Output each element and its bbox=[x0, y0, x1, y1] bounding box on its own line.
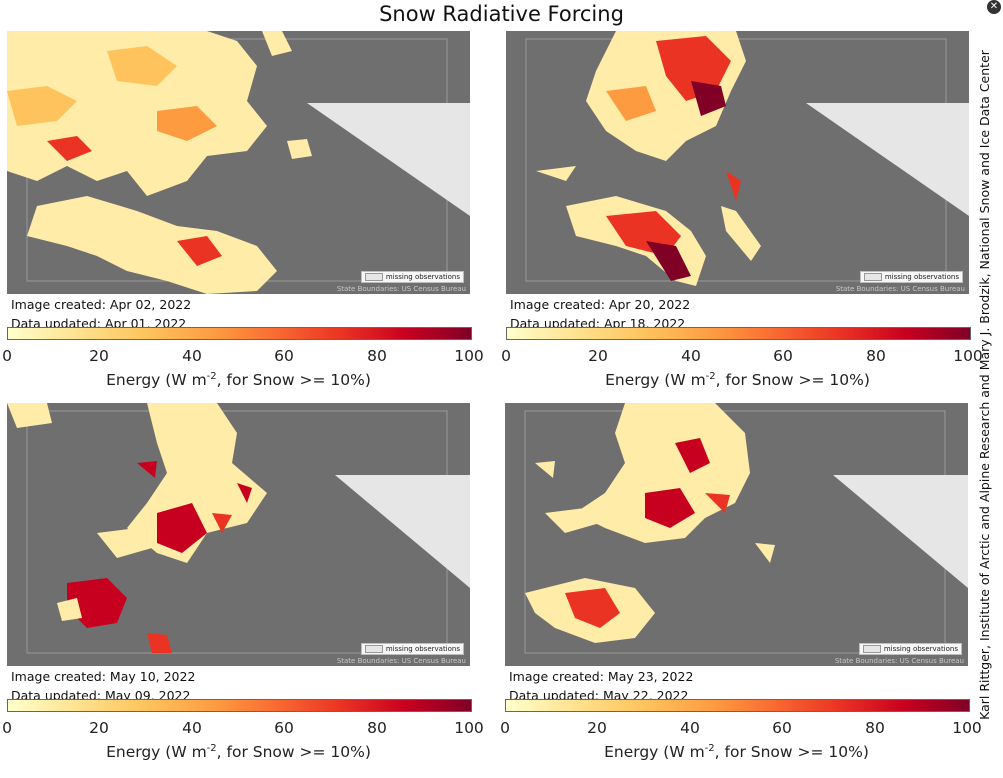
colorbar-tick-label: 100 bbox=[952, 719, 982, 737]
colorbar-axis-label: Energy (W m-2, for Snow >= 10%) bbox=[106, 743, 371, 762]
image-created-date: Image created: Apr 02, 2022 bbox=[11, 297, 192, 312]
colorbar-tick-label: 20 bbox=[89, 347, 109, 365]
colorbar-tick-label: 20 bbox=[89, 719, 109, 737]
source-credit: State Boundaries: US Census Bureau bbox=[834, 657, 964, 665]
colorbar-tick-label: 20 bbox=[588, 347, 608, 365]
colorbar-tick-label: 100 bbox=[953, 347, 983, 365]
map-graphic bbox=[7, 31, 470, 294]
colorbar-tick-label: 60 bbox=[772, 719, 792, 737]
missing-swatch bbox=[863, 273, 882, 281]
colorbar-tick-label: 40 bbox=[681, 347, 701, 365]
snow-forcing-map: missing observations State Boundaries: U… bbox=[7, 403, 470, 666]
energy-colorbar bbox=[506, 327, 971, 340]
map-graphic bbox=[525, 31, 969, 286]
missing-label: missing observations bbox=[883, 645, 958, 653]
colorbar-tick-label: 20 bbox=[587, 719, 607, 737]
missing-label: missing observations bbox=[385, 645, 460, 653]
missing-observations-area bbox=[833, 475, 968, 588]
snow-coverage bbox=[7, 403, 267, 653]
colorbar-tick-label: 0 bbox=[2, 347, 12, 365]
colorbar-tick-label: 0 bbox=[2, 719, 12, 737]
colorbar-tick-label: 80 bbox=[865, 719, 885, 737]
colorbar-tick-label: 40 bbox=[182, 347, 202, 365]
colorbar-tick-label: 0 bbox=[500, 719, 510, 737]
snow-coverage bbox=[536, 31, 761, 286]
map-panel-4: missing observations State Boundaries: U… bbox=[500, 403, 995, 778]
energy-colorbar bbox=[7, 327, 472, 340]
map-graphic bbox=[524, 403, 968, 654]
snow-coverage bbox=[7, 31, 312, 294]
colorbar-tick-label: 100 bbox=[454, 719, 484, 737]
missing-observations-legend: missing observations bbox=[858, 643, 962, 655]
snow-coverage bbox=[525, 403, 775, 643]
source-credit: State Boundaries: US Census Bureau bbox=[336, 285, 466, 293]
missing-swatch bbox=[862, 645, 881, 653]
source-credit: State Boundaries: US Census Bureau bbox=[835, 285, 965, 293]
colorbar-tick-label: 100 bbox=[454, 347, 484, 365]
missing-observations-legend: missing observations bbox=[360, 643, 464, 655]
colorbar-tick-label: 0 bbox=[501, 347, 511, 365]
map-panel-1: missing observations State Boundaries: U… bbox=[2, 31, 497, 406]
missing-observations-legend: missing observations bbox=[360, 271, 464, 283]
source-credit: State Boundaries: US Census Bureau bbox=[336, 657, 466, 665]
snow-forcing-map: missing observations State Boundaries: U… bbox=[506, 31, 969, 294]
colorbar-tick-label: 40 bbox=[182, 719, 202, 737]
colorbar-tick-label: 60 bbox=[773, 347, 793, 365]
colorbar-axis-label: Energy (W m-2, for Snow >= 10%) bbox=[106, 371, 371, 390]
colorbar-tick-label: 80 bbox=[367, 719, 387, 737]
missing-observations-area bbox=[806, 103, 969, 216]
image-created-date: Image created: May 10, 2022 bbox=[11, 669, 196, 684]
image-created-date: Image created: Apr 20, 2022 bbox=[510, 297, 691, 312]
snow-forcing-map: missing observations State Boundaries: U… bbox=[7, 31, 470, 294]
snow-forcing-map: missing observations State Boundaries: U… bbox=[505, 403, 968, 666]
energy-colorbar bbox=[7, 699, 472, 712]
missing-observations-area bbox=[307, 103, 470, 216]
map-graphic bbox=[7, 403, 470, 654]
missing-observations-legend: missing observations bbox=[859, 271, 963, 283]
colorbar-axis-label: Energy (W m-2, for Snow >= 10%) bbox=[604, 743, 869, 762]
missing-label: missing observations bbox=[385, 273, 460, 281]
image-created-date: Image created: May 23, 2022 bbox=[509, 669, 694, 684]
colorbar-tick-label: 80 bbox=[866, 347, 886, 365]
map-panel-3: missing observations State Boundaries: U… bbox=[2, 403, 497, 778]
colorbar-tick-label: 60 bbox=[274, 719, 294, 737]
colorbar-tick-label: 80 bbox=[367, 347, 387, 365]
missing-label: missing observations bbox=[884, 273, 959, 281]
map-panel-2: missing observations State Boundaries: U… bbox=[501, 31, 996, 406]
close-icon[interactable]: ✕ bbox=[987, 0, 1001, 14]
missing-swatch bbox=[364, 273, 383, 281]
colorbar-tick-label: 60 bbox=[274, 347, 294, 365]
missing-observations-area bbox=[335, 475, 470, 588]
colorbar-axis-label: Energy (W m-2, for Snow >= 10%) bbox=[605, 371, 870, 390]
colorbar-tick-label: 40 bbox=[680, 719, 700, 737]
figure-title: Snow Radiative Forcing bbox=[379, 2, 624, 26]
energy-colorbar bbox=[505, 699, 970, 712]
missing-swatch bbox=[364, 645, 383, 653]
